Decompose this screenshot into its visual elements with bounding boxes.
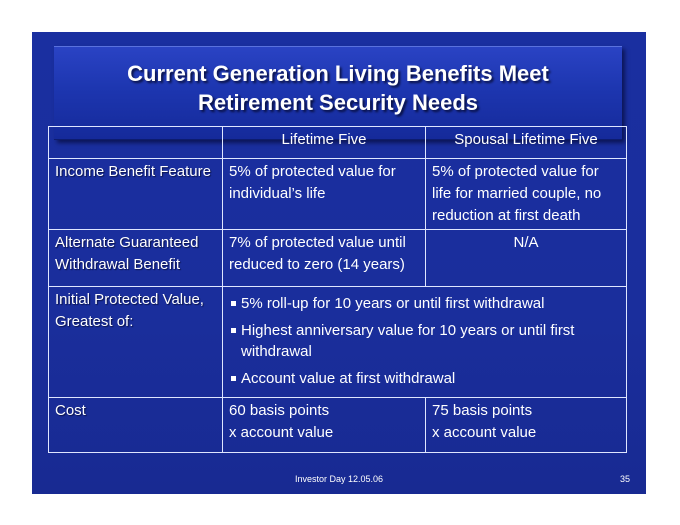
- cell-income-spousal: 5% of protected value for life for marri…: [425, 158, 627, 230]
- cost-spousal-line-2: x account value: [432, 424, 537, 441]
- cost-lifetime-five-line-1: 60 basis points: [229, 402, 330, 419]
- row-label-alternate-withdrawal: Alternate Guaranteed Withdrawal Benefit: [48, 229, 223, 287]
- header-lifetime-five: Lifetime Five: [222, 126, 426, 159]
- slide-title: Current Generation Living Benefits Meet …: [54, 59, 622, 117]
- bullet-square-icon: [231, 376, 236, 381]
- cost-spousal-line-1: 75 basis points: [432, 402, 533, 419]
- cell-alternate-spousal: N/A: [425, 229, 627, 287]
- row-label-cost: Cost: [48, 397, 223, 453]
- table-row: Income Benefit Feature 5% of protected v…: [48, 158, 627, 230]
- list-item: 5% roll-up for 10 years or until first w…: [229, 293, 620, 314]
- table-header-row: Lifetime Five Spousal Lifetime Five: [48, 126, 627, 159]
- cell-alternate-lifetime-five: 7% of protected value until reduced to z…: [222, 229, 426, 287]
- cell-cost-lifetime-five: 60 basis points x account value: [222, 397, 426, 453]
- table-row: Cost 60 basis points x account value 75 …: [48, 397, 627, 453]
- list-item: Highest anniversary value for 10 years o…: [229, 320, 620, 362]
- row-label-initial-protected-value: Initial Protected Value, Greatest of:: [48, 286, 223, 398]
- bullet-text: 5% roll-up for 10 years or until first w…: [241, 295, 545, 312]
- list-item: Account value at first withdrawal: [229, 368, 620, 389]
- table-row: Initial Protected Value, Greatest of: 5%…: [48, 286, 627, 398]
- benefits-table: Lifetime Five Spousal Lifetime Five Inco…: [48, 126, 627, 453]
- cell-initial-protected-value: 5% roll-up for 10 years or until first w…: [222, 286, 627, 398]
- bullet-text: Account value at first withdrawal: [241, 370, 456, 387]
- cost-lifetime-five-line-2: x account value: [229, 424, 334, 441]
- header-empty-cell: [48, 126, 223, 159]
- bullet-list: 5% roll-up for 10 years or until first w…: [229, 293, 620, 389]
- cell-income-lifetime-five: 5% of protected value for individual’s l…: [222, 158, 426, 230]
- bullet-text: Highest anniversary value for 10 years o…: [241, 322, 575, 360]
- title-banner: Current Generation Living Benefits Meet …: [54, 46, 622, 140]
- page-number: 35: [619, 474, 630, 484]
- slide: Current Generation Living Benefits Meet …: [32, 32, 646, 494]
- bullet-square-icon: [231, 328, 236, 333]
- footer-text: Investor Day 12.05.06: [294, 474, 384, 484]
- row-label-income-benefit: Income Benefit Feature: [48, 158, 223, 230]
- bullet-square-icon: [231, 301, 236, 306]
- title-line-2: Retirement Security Needs: [198, 90, 478, 115]
- header-spousal-lifetime-five: Spousal Lifetime Five: [425, 126, 627, 159]
- cell-cost-spousal: 75 basis points x account value: [425, 397, 627, 453]
- title-line-1: Current Generation Living Benefits Meet: [127, 61, 549, 86]
- table-row: Alternate Guaranteed Withdrawal Benefit …: [48, 229, 627, 287]
